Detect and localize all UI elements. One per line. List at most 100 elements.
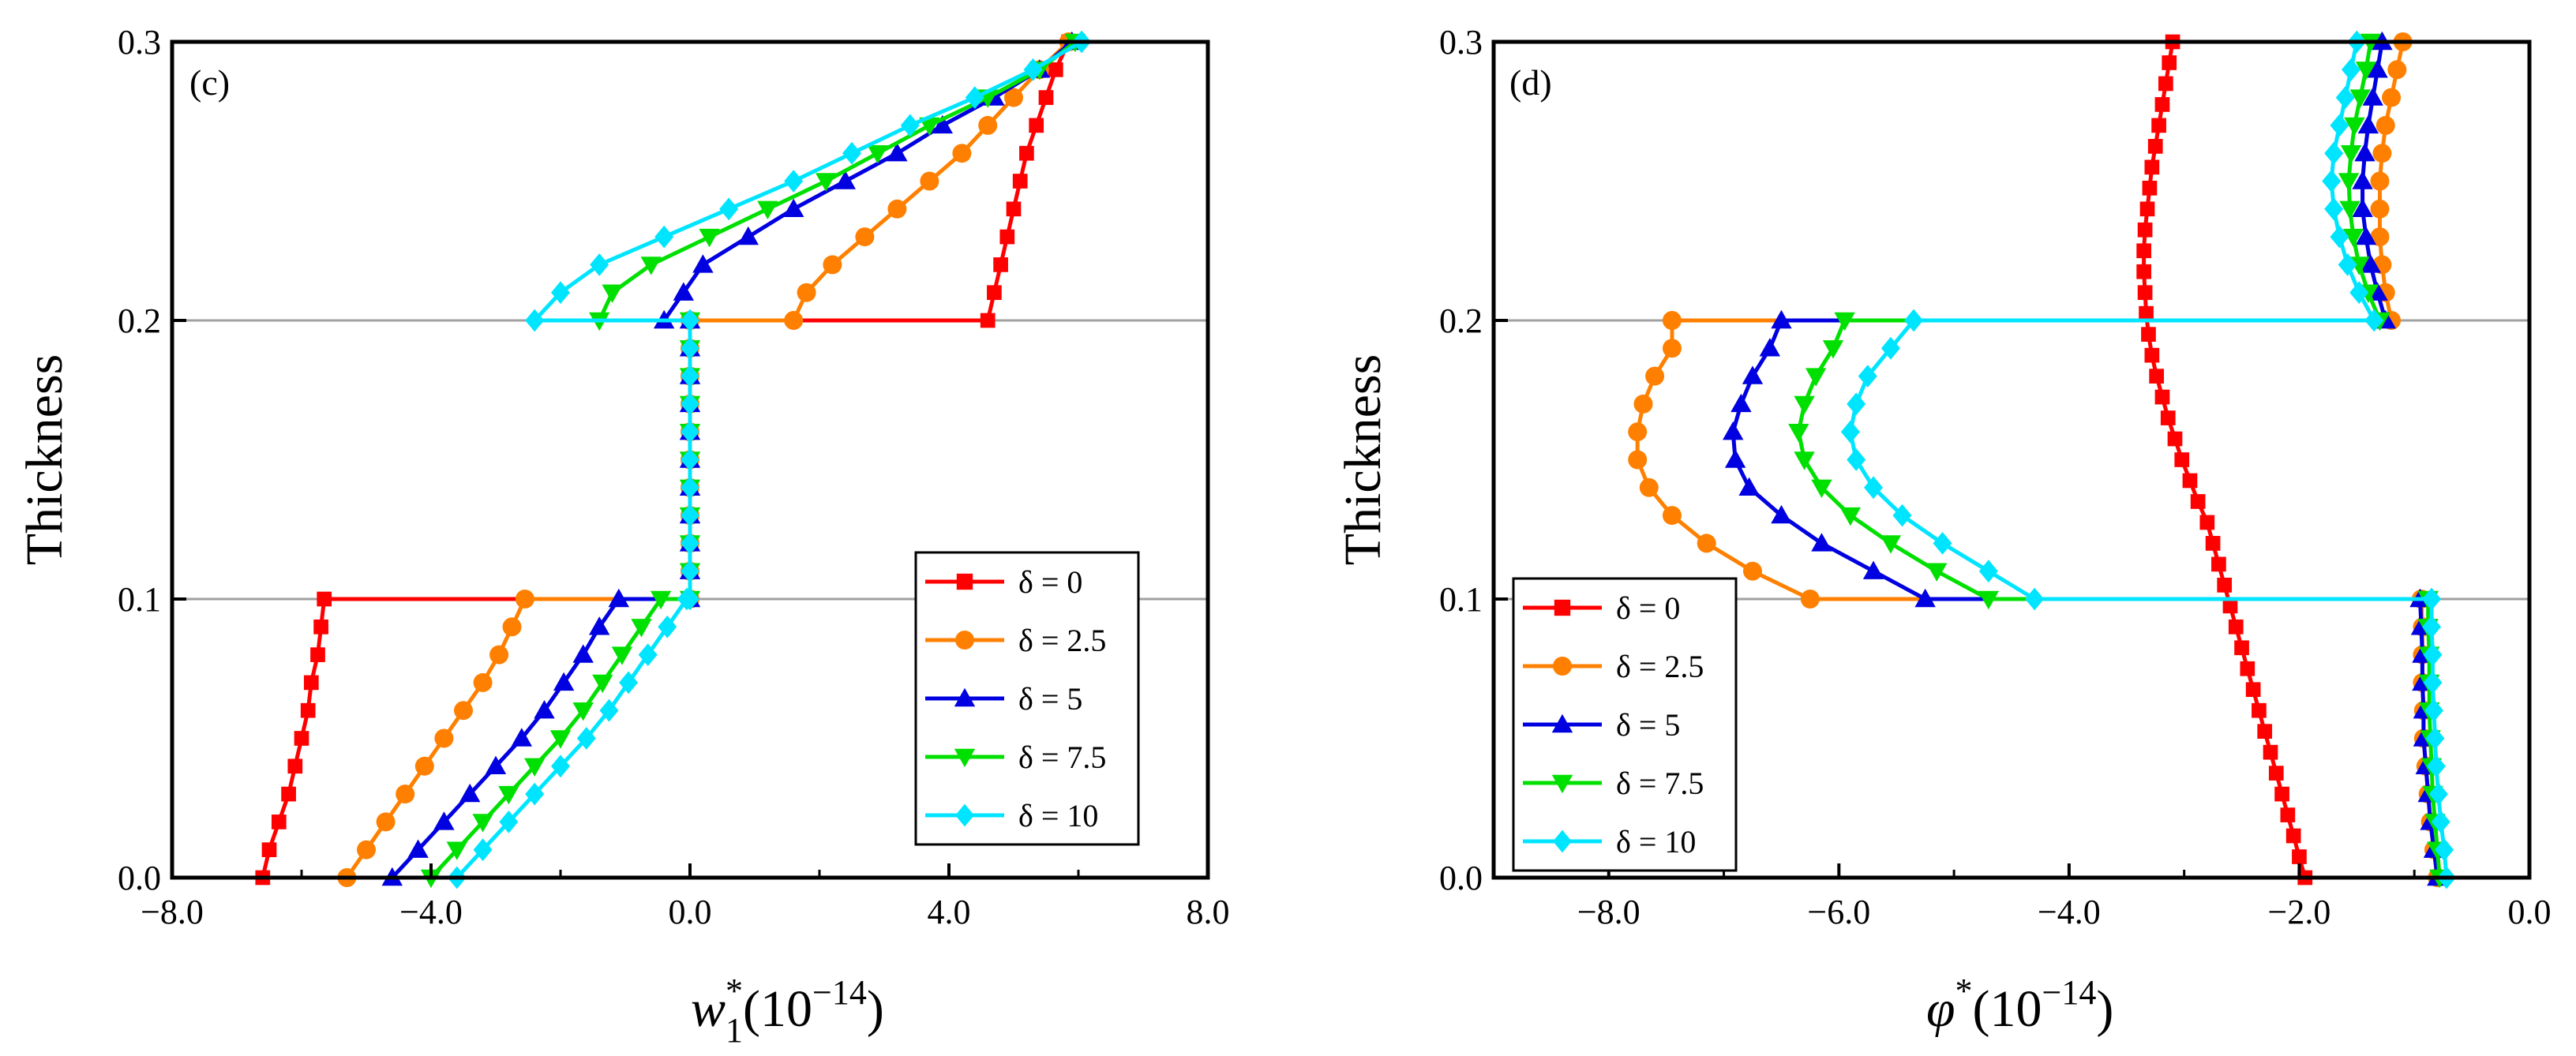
data-point [932, 114, 953, 134]
data-point [2426, 755, 2446, 778]
data-point [485, 755, 507, 774]
y-tick-label: 0.1 [1439, 580, 1483, 619]
legend-swatch-marker [1551, 774, 1573, 794]
data-point [459, 783, 481, 803]
data-point [551, 281, 570, 305]
data-point [2354, 143, 2375, 162]
x-tick-label: −6.0 [1807, 893, 1870, 931]
data-point [376, 812, 396, 832]
data-point [823, 255, 842, 275]
data-point [2199, 515, 2215, 530]
data-point [2158, 76, 2173, 92]
data-point [2245, 682, 2261, 698]
data-point [1029, 118, 1044, 133]
data-point [2352, 198, 2373, 217]
legend-item: δ = 2.5 [1523, 649, 1704, 684]
legend-item: δ = 7.5 [1523, 766, 1704, 801]
y-axis-title: Thickness [16, 354, 73, 566]
data-point [784, 311, 804, 330]
data-point [1048, 62, 1063, 77]
data-point [2367, 282, 2388, 301]
data-point [2330, 114, 2349, 137]
data-point [2355, 62, 2377, 81]
x-tick-label: −8.0 [141, 893, 204, 931]
data-point [2370, 171, 2390, 191]
data-point [952, 144, 972, 163]
data-point [534, 700, 555, 719]
data-point [1794, 451, 1815, 470]
data-point [525, 309, 545, 332]
data-point [2211, 556, 2226, 572]
data-point [640, 257, 662, 275]
data-point [737, 226, 759, 245]
data-point [692, 254, 714, 273]
data-point [1904, 309, 1924, 332]
data-point [855, 227, 875, 247]
data-point [303, 675, 319, 691]
data-point [2144, 159, 2160, 175]
data-point [993, 257, 1008, 272]
legend-item: δ = 0 [1523, 590, 1680, 626]
data-point [797, 283, 816, 302]
data-point [2349, 281, 2369, 305]
plot-frame [1491, 39, 2532, 880]
x-tick-label: 0.0 [669, 893, 712, 931]
data-point [2190, 494, 2206, 509]
data-point [2234, 640, 2249, 656]
data-point [719, 197, 739, 221]
data-point [472, 814, 493, 833]
data-point [2174, 452, 2190, 467]
data-point [473, 672, 493, 692]
data-point [1662, 339, 1682, 358]
data-point [2344, 117, 2365, 137]
data-point [1038, 90, 1054, 105]
data-point [2160, 410, 2176, 425]
data-point [2137, 222, 2153, 238]
x-tick-label: −2.0 [2268, 893, 2331, 931]
data-point [2274, 786, 2289, 802]
data-point [2330, 225, 2349, 249]
data-point [2428, 782, 2448, 806]
data-point [1805, 368, 1827, 387]
data-point [681, 309, 699, 332]
data-point [980, 313, 996, 328]
data-point [2360, 254, 2382, 273]
data-point [631, 619, 652, 638]
data-point [317, 591, 332, 607]
data-point [2151, 118, 2166, 133]
data-point [816, 173, 837, 192]
data-point [1633, 394, 1653, 414]
data-point [2285, 828, 2301, 844]
data-point [1759, 338, 1781, 357]
legend-swatch-marker [1553, 657, 1572, 676]
data-point [2025, 587, 2045, 611]
data-point [900, 114, 920, 137]
data-point [699, 228, 720, 248]
data-point [987, 285, 1002, 301]
data-point [1742, 365, 1764, 384]
legend-swatch-marker [956, 573, 973, 590]
data-point [1697, 534, 1716, 553]
series-line [2142, 41, 2308, 878]
data-point [524, 758, 546, 777]
data-point [2324, 197, 2344, 221]
data-point [2375, 115, 2395, 135]
x-axis-title: φ*(10−14) [1926, 972, 2113, 1038]
data-point [1743, 561, 1762, 581]
y-tick-label: 0.2 [118, 301, 161, 340]
data-point [1858, 365, 1877, 388]
data-point [1914, 588, 1936, 608]
data-point [310, 647, 325, 662]
data-point [2162, 55, 2177, 70]
data-point [1847, 392, 1866, 416]
data-point [2431, 811, 2450, 833]
data-point [473, 838, 493, 862]
legend: δ = 0 δ = 2.5 δ = 5 δ = 7.5 δ = 10 [914, 551, 1140, 846]
data-point [1864, 476, 1884, 500]
data-point [965, 86, 984, 109]
legend-label: δ = 10 [1616, 824, 1696, 859]
legend-swatch-marker [955, 803, 974, 827]
legend-label: δ = 2.5 [1018, 623, 1106, 658]
legend-swatch-marker [1553, 829, 1572, 853]
